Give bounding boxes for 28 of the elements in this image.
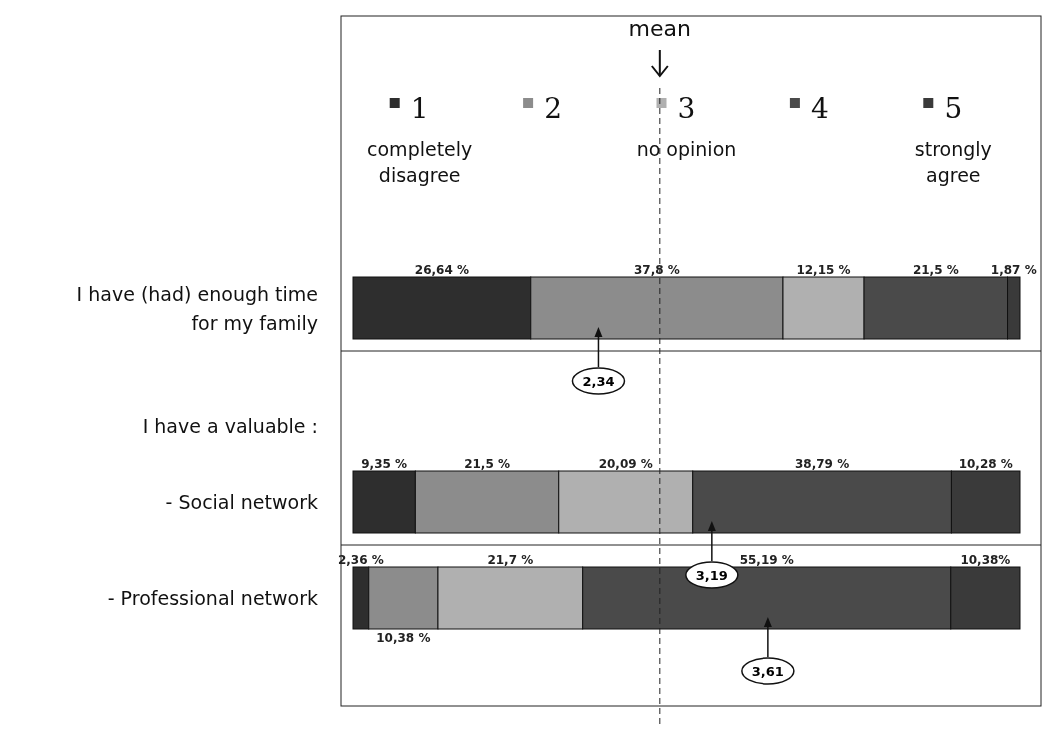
legend-label: 5 strongly agree [914, 92, 992, 186]
data-label: 26,64 % [414, 263, 469, 277]
data-label: 21,5 % [464, 457, 510, 471]
y-tick-label: I have (had) enough time for my family [76, 283, 318, 334]
legend-label: 3 no opinion [636, 92, 737, 160]
data-label: 12,15 % [796, 263, 851, 277]
data-label: 10,38 % [376, 631, 431, 645]
annotation: 2,34 [582, 374, 615, 389]
annotation: 3,61 [751, 664, 784, 679]
data-label: 20,09 % [598, 457, 653, 471]
legend-label: 2 [544, 92, 563, 125]
data-label: 1,87 % [990, 263, 1037, 277]
data-label: 2,36 % [337, 553, 384, 567]
y-tick-label: - Professional network [107, 587, 318, 609]
ref-line-label: mean [628, 16, 692, 41]
text: I have a valuable : [142, 415, 318, 437]
annotation: 3,19 [695, 568, 728, 583]
legend-label: 4 [810, 92, 829, 125]
data-label: 10,38% [960, 553, 1011, 567]
data-label: 55,19 % [739, 553, 794, 567]
data-label: 10,28 % [958, 457, 1013, 471]
data-label: 37,8 % [633, 263, 680, 277]
legend-label: 1 completely disagree [367, 92, 473, 186]
data-label: 38,79 % [795, 457, 850, 471]
data-label: 21,5 % [912, 263, 959, 277]
y-tick-label: - Social network [165, 491, 318, 513]
data-label: 21,7 % [487, 553, 534, 567]
data-label: 9,35 % [361, 457, 408, 471]
